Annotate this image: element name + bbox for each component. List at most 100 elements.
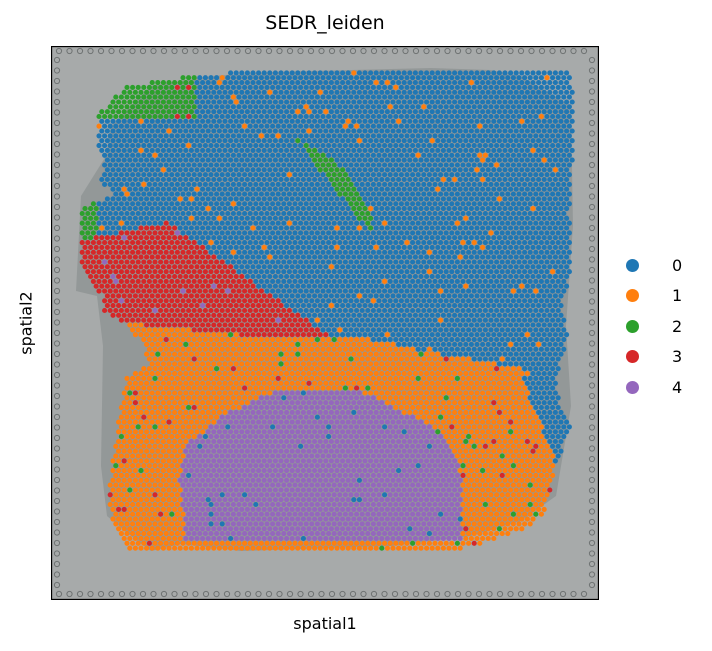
spot-cluster-0 bbox=[300, 176, 306, 183]
spot-cluster-3 bbox=[244, 322, 250, 328]
spot-cluster-0 bbox=[555, 269, 561, 275]
spot-cluster-3 bbox=[202, 327, 208, 333]
spot-cluster-0 bbox=[242, 220, 248, 226]
spot-cluster-1 bbox=[480, 157, 486, 163]
fiducial-dot bbox=[53, 340, 61, 347]
spot-cluster-0 bbox=[113, 181, 119, 187]
spot-cluster-3 bbox=[177, 235, 183, 241]
spot-cluster-0 bbox=[286, 75, 292, 81]
spot-cluster-0 bbox=[172, 186, 178, 192]
spot-cluster-3 bbox=[228, 322, 234, 328]
spot-cluster-0 bbox=[415, 220, 421, 226]
spot-cluster-0 bbox=[564, 128, 570, 134]
spot-cluster-0 bbox=[485, 167, 491, 173]
spot-cluster-0 bbox=[317, 225, 323, 231]
spot-cluster-0 bbox=[452, 312, 458, 318]
spot-cluster-0 bbox=[138, 128, 144, 134]
spot-cluster-3 bbox=[183, 254, 189, 260]
spot-cluster-0 bbox=[110, 196, 116, 202]
spot-cluster-0 bbox=[141, 162, 147, 168]
spot-cluster-0 bbox=[491, 167, 497, 173]
spot-cluster-0 bbox=[166, 167, 172, 173]
spot-cluster-0 bbox=[519, 186, 525, 192]
spot-cluster-3 bbox=[163, 220, 169, 226]
spot-cluster-0 bbox=[303, 269, 309, 275]
spot-cluster-0 bbox=[359, 191, 365, 197]
spot-cluster-3 bbox=[88, 244, 94, 250]
fiducial-dot bbox=[423, 47, 430, 55]
spot-cluster-1 bbox=[160, 167, 166, 173]
spot-cluster-0 bbox=[244, 80, 250, 86]
spot-cluster-0 bbox=[272, 138, 278, 144]
spot-cluster-0 bbox=[480, 89, 486, 95]
fiducial-dot bbox=[475, 47, 483, 55]
spot-cluster-0 bbox=[354, 143, 360, 149]
spot-cluster-0 bbox=[373, 167, 379, 173]
spot-cluster-0 bbox=[510, 191, 516, 197]
spot-cluster-0 bbox=[536, 332, 542, 338]
spot-cluster-0 bbox=[530, 70, 536, 76]
spot-cluster-0 bbox=[286, 143, 292, 149]
spot-cluster-0 bbox=[502, 215, 508, 221]
spot-cluster-0 bbox=[415, 191, 421, 197]
spot-cluster-0 bbox=[317, 186, 323, 192]
spot-cluster-0 bbox=[345, 167, 351, 173]
spot-cluster-3 bbox=[110, 264, 116, 270]
spot-cluster-3 bbox=[183, 273, 189, 280]
spot-cluster-0 bbox=[547, 225, 553, 231]
spot-cluster-0 bbox=[421, 278, 427, 284]
spot-cluster-3 bbox=[163, 259, 169, 265]
spot-cluster-0 bbox=[289, 186, 295, 192]
spot-cluster-0 bbox=[429, 157, 435, 163]
spot-cluster-0 bbox=[244, 206, 250, 212]
spot-cluster-3 bbox=[177, 312, 183, 318]
spot-cluster-0 bbox=[527, 152, 533, 158]
spot-cluster-2 bbox=[118, 94, 124, 100]
spot-cluster-0 bbox=[118, 181, 124, 187]
spot-cluster-0 bbox=[477, 259, 483, 265]
spot-cluster-1 bbox=[410, 346, 416, 352]
spot-cluster-2 bbox=[118, 113, 124, 120]
spot-cluster-0 bbox=[544, 104, 550, 110]
spot-cluster-0 bbox=[118, 123, 124, 129]
spot-cluster-4 bbox=[113, 278, 119, 284]
spot-cluster-0 bbox=[401, 293, 407, 299]
spot-cluster-0 bbox=[272, 225, 278, 231]
spot-cluster-0 bbox=[166, 157, 172, 163]
spot-cluster-0 bbox=[107, 181, 113, 187]
spot-cluster-0 bbox=[384, 186, 390, 192]
spot-cluster-0 bbox=[222, 80, 228, 86]
spot-cluster-0 bbox=[300, 196, 306, 202]
spot-cluster-0 bbox=[236, 220, 242, 226]
spot-cluster-0 bbox=[536, 322, 542, 328]
spot-cluster-0 bbox=[256, 225, 262, 231]
spot-cluster-0 bbox=[544, 220, 550, 226]
spot-cluster-0 bbox=[510, 172, 516, 178]
spot-cluster-0 bbox=[555, 288, 561, 294]
spot-cluster-0 bbox=[370, 123, 376, 129]
spot-cluster-0 bbox=[440, 264, 446, 270]
spot-cluster-0 bbox=[530, 196, 536, 202]
spot-cluster-0 bbox=[494, 288, 500, 294]
spot-cluster-0 bbox=[104, 147, 110, 153]
spot-cluster-1 bbox=[258, 133, 264, 139]
spot-cluster-0 bbox=[384, 312, 390, 318]
spot-cluster-0 bbox=[219, 220, 225, 226]
spot-cluster-0 bbox=[158, 143, 164, 149]
spot-cluster-3 bbox=[121, 254, 127, 260]
spot-cluster-3 bbox=[222, 264, 228, 270]
spot-cluster-0 bbox=[345, 273, 351, 280]
spot-cluster-0 bbox=[312, 118, 318, 124]
spot-cluster-2 bbox=[90, 230, 96, 236]
spot-cluster-0 bbox=[407, 196, 413, 202]
spot-cluster-1 bbox=[208, 346, 214, 352]
spot-cluster-0 bbox=[429, 244, 435, 250]
spot-cluster-0 bbox=[186, 181, 192, 187]
fiducial-dot bbox=[53, 67, 61, 74]
spot-cluster-0 bbox=[541, 244, 547, 250]
spot-cluster-0 bbox=[278, 244, 284, 250]
spot-cluster-0 bbox=[300, 118, 306, 124]
spot-cluster-2 bbox=[88, 225, 94, 231]
spot-cluster-0 bbox=[219, 210, 225, 217]
spot-cluster-3 bbox=[228, 312, 234, 318]
